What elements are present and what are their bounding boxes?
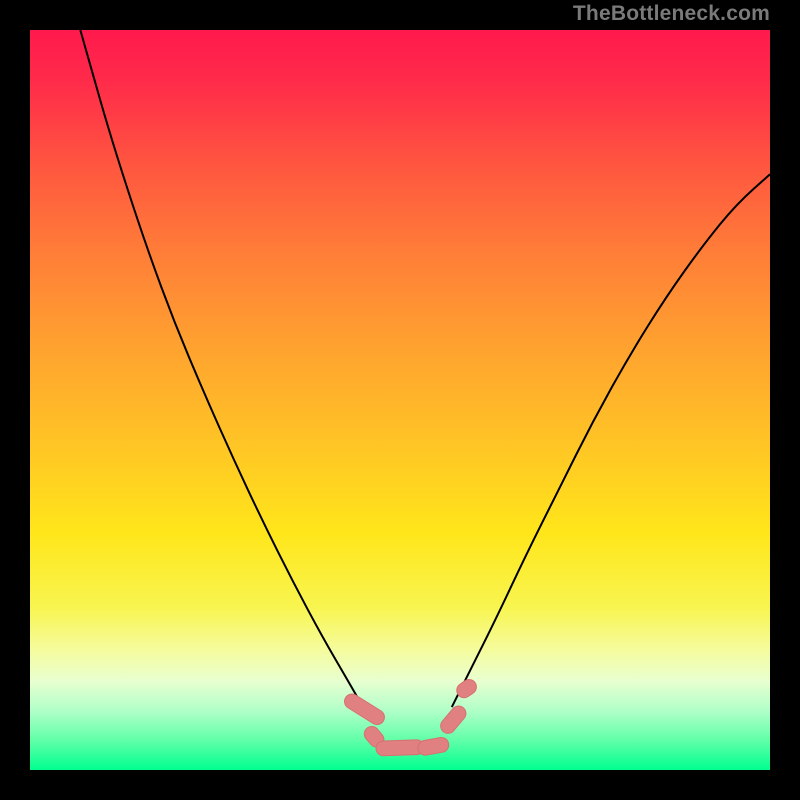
chart-plot-area <box>30 30 770 770</box>
curve-bottom-marker <box>376 740 425 756</box>
watermark-text: TheBottleneck.com <box>573 2 770 26</box>
curve-bottom-marker <box>438 703 469 736</box>
bottleneck-curve <box>30 30 770 770</box>
curve-bottom-marker <box>342 691 387 727</box>
curve-bottom-marker <box>417 736 450 756</box>
